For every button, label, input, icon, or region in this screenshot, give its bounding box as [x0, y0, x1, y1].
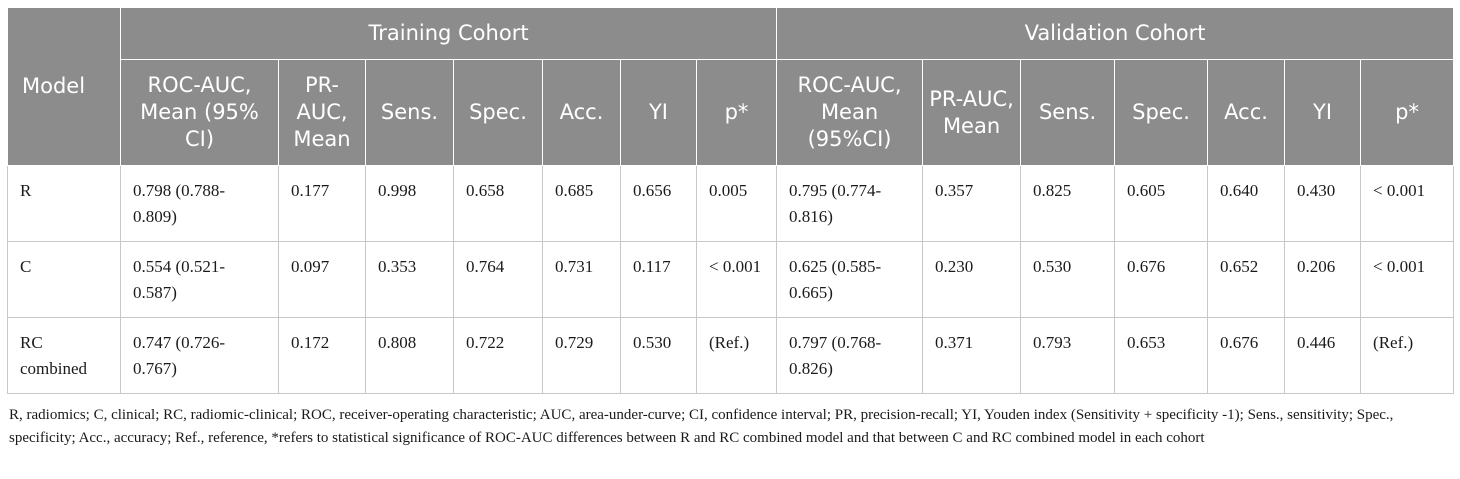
results-table-container: Model Training Cohort Validation Cohort …	[7, 7, 1455, 394]
training-col-roc-auc: ROC-AUC, Mean (95% CI)	[120, 59, 279, 166]
table-cell: 0.230	[922, 241, 1022, 318]
training-col-sens: Sens.	[365, 59, 454, 166]
table-cell: 0.652	[1207, 241, 1286, 318]
header-row-groups: Model Training Cohort Validation Cohort	[7, 7, 1455, 166]
table-cell: 0.625 (0.585-0.665)	[776, 241, 924, 318]
table-cell: 0.676	[1114, 241, 1209, 318]
table-row: R 0.798 (0.788-0.809) 0.177 0.998 0.658 …	[7, 165, 1455, 242]
training-col-pr-auc: PR-AUC, Mean	[278, 59, 366, 166]
validation-col-acc: Acc.	[1207, 59, 1286, 166]
model-cell: C	[7, 241, 121, 318]
results-table: Model Training Cohort Validation Cohort …	[7, 7, 1455, 394]
header-row-metrics: ROC-AUC, Mean (95% CI) PR-AUC, Mean Sens…	[8, 59, 1455, 166]
model-cell: RC combined	[7, 317, 121, 394]
table-cell: 0.729	[542, 317, 621, 394]
table-cell: 0.793	[1020, 317, 1116, 394]
model-cell: R	[7, 165, 121, 242]
table-cell: < 0.001	[1360, 165, 1455, 242]
table-cell: 0.685	[542, 165, 621, 242]
training-col-spec: Spec.	[453, 59, 543, 166]
table-cell: 0.808	[365, 317, 454, 394]
table-cell: 0.658	[453, 165, 543, 242]
validation-col-p: p*	[1360, 59, 1455, 166]
table-cell: 0.825	[1020, 165, 1116, 242]
validation-col-pr-auc: PR-AUC, Mean	[922, 59, 1022, 166]
table-cell: 0.117	[620, 241, 697, 318]
table-cell: 0.357	[922, 165, 1022, 242]
training-cohort-header: Training Cohort	[119, 7, 778, 60]
table-cell: 0.097	[278, 241, 366, 318]
table-cell: 0.530	[1020, 241, 1116, 318]
table-cell: 0.656	[620, 165, 697, 242]
table-row: C 0.554 (0.521-0.587) 0.097 0.353 0.764 …	[7, 241, 1455, 318]
model-column-header: Model	[7, 7, 121, 166]
validation-col-sens: Sens.	[1020, 59, 1116, 166]
table-cell: 0.797 (0.768-0.826)	[776, 317, 924, 394]
validation-cohort-header: Validation Cohort	[776, 7, 1455, 60]
table-cell: 0.371	[922, 317, 1022, 394]
table-cell: (Ref.)	[695, 317, 778, 394]
table-cell: 0.446	[1284, 317, 1362, 394]
training-col-p: p*	[695, 59, 778, 166]
training-col-yi: YI	[620, 59, 697, 166]
table-cell: 0.554 (0.521-0.587)	[120, 241, 279, 318]
table-cell: 0.353	[365, 241, 454, 318]
table-cell: 0.177	[278, 165, 366, 242]
table-footnote: R, radiomics; C, clinical; RC, radiomic-…	[9, 407, 1394, 446]
table-cell: 0.731	[542, 241, 621, 318]
table-cell: 0.172	[278, 317, 366, 394]
table-cell: 0.430	[1284, 165, 1362, 242]
table-cell: 0.747 (0.726-0.767)	[120, 317, 279, 394]
table-cell: 0.005	[695, 165, 778, 242]
training-col-acc: Acc.	[542, 59, 621, 166]
table-cell: 0.764	[453, 241, 543, 318]
table-cell: 0.206	[1284, 241, 1362, 318]
validation-col-yi: YI	[1284, 59, 1362, 166]
table-cell: < 0.001	[1360, 241, 1455, 318]
table-cell: (Ref.)	[1360, 317, 1455, 394]
table-cell: 0.653	[1114, 317, 1209, 394]
table-cell: 0.722	[453, 317, 543, 394]
table-cell: 0.798 (0.788-0.809)	[120, 165, 279, 242]
validation-col-spec: Spec.	[1114, 59, 1209, 166]
table-cell: < 0.001	[695, 241, 778, 318]
table-cell: 0.530	[620, 317, 697, 394]
table-cell: 0.795 (0.774-0.816)	[776, 165, 924, 242]
table-cell: 0.640	[1207, 165, 1286, 242]
table-cell: 0.605	[1114, 165, 1209, 242]
table-row: RC combined 0.747 (0.726-0.767) 0.172 0.…	[7, 317, 1455, 394]
table-cell: 0.676	[1207, 317, 1286, 394]
table-cell: 0.998	[365, 165, 454, 242]
validation-col-roc-auc: ROC-AUC, Mean (95%CI)	[776, 59, 924, 166]
